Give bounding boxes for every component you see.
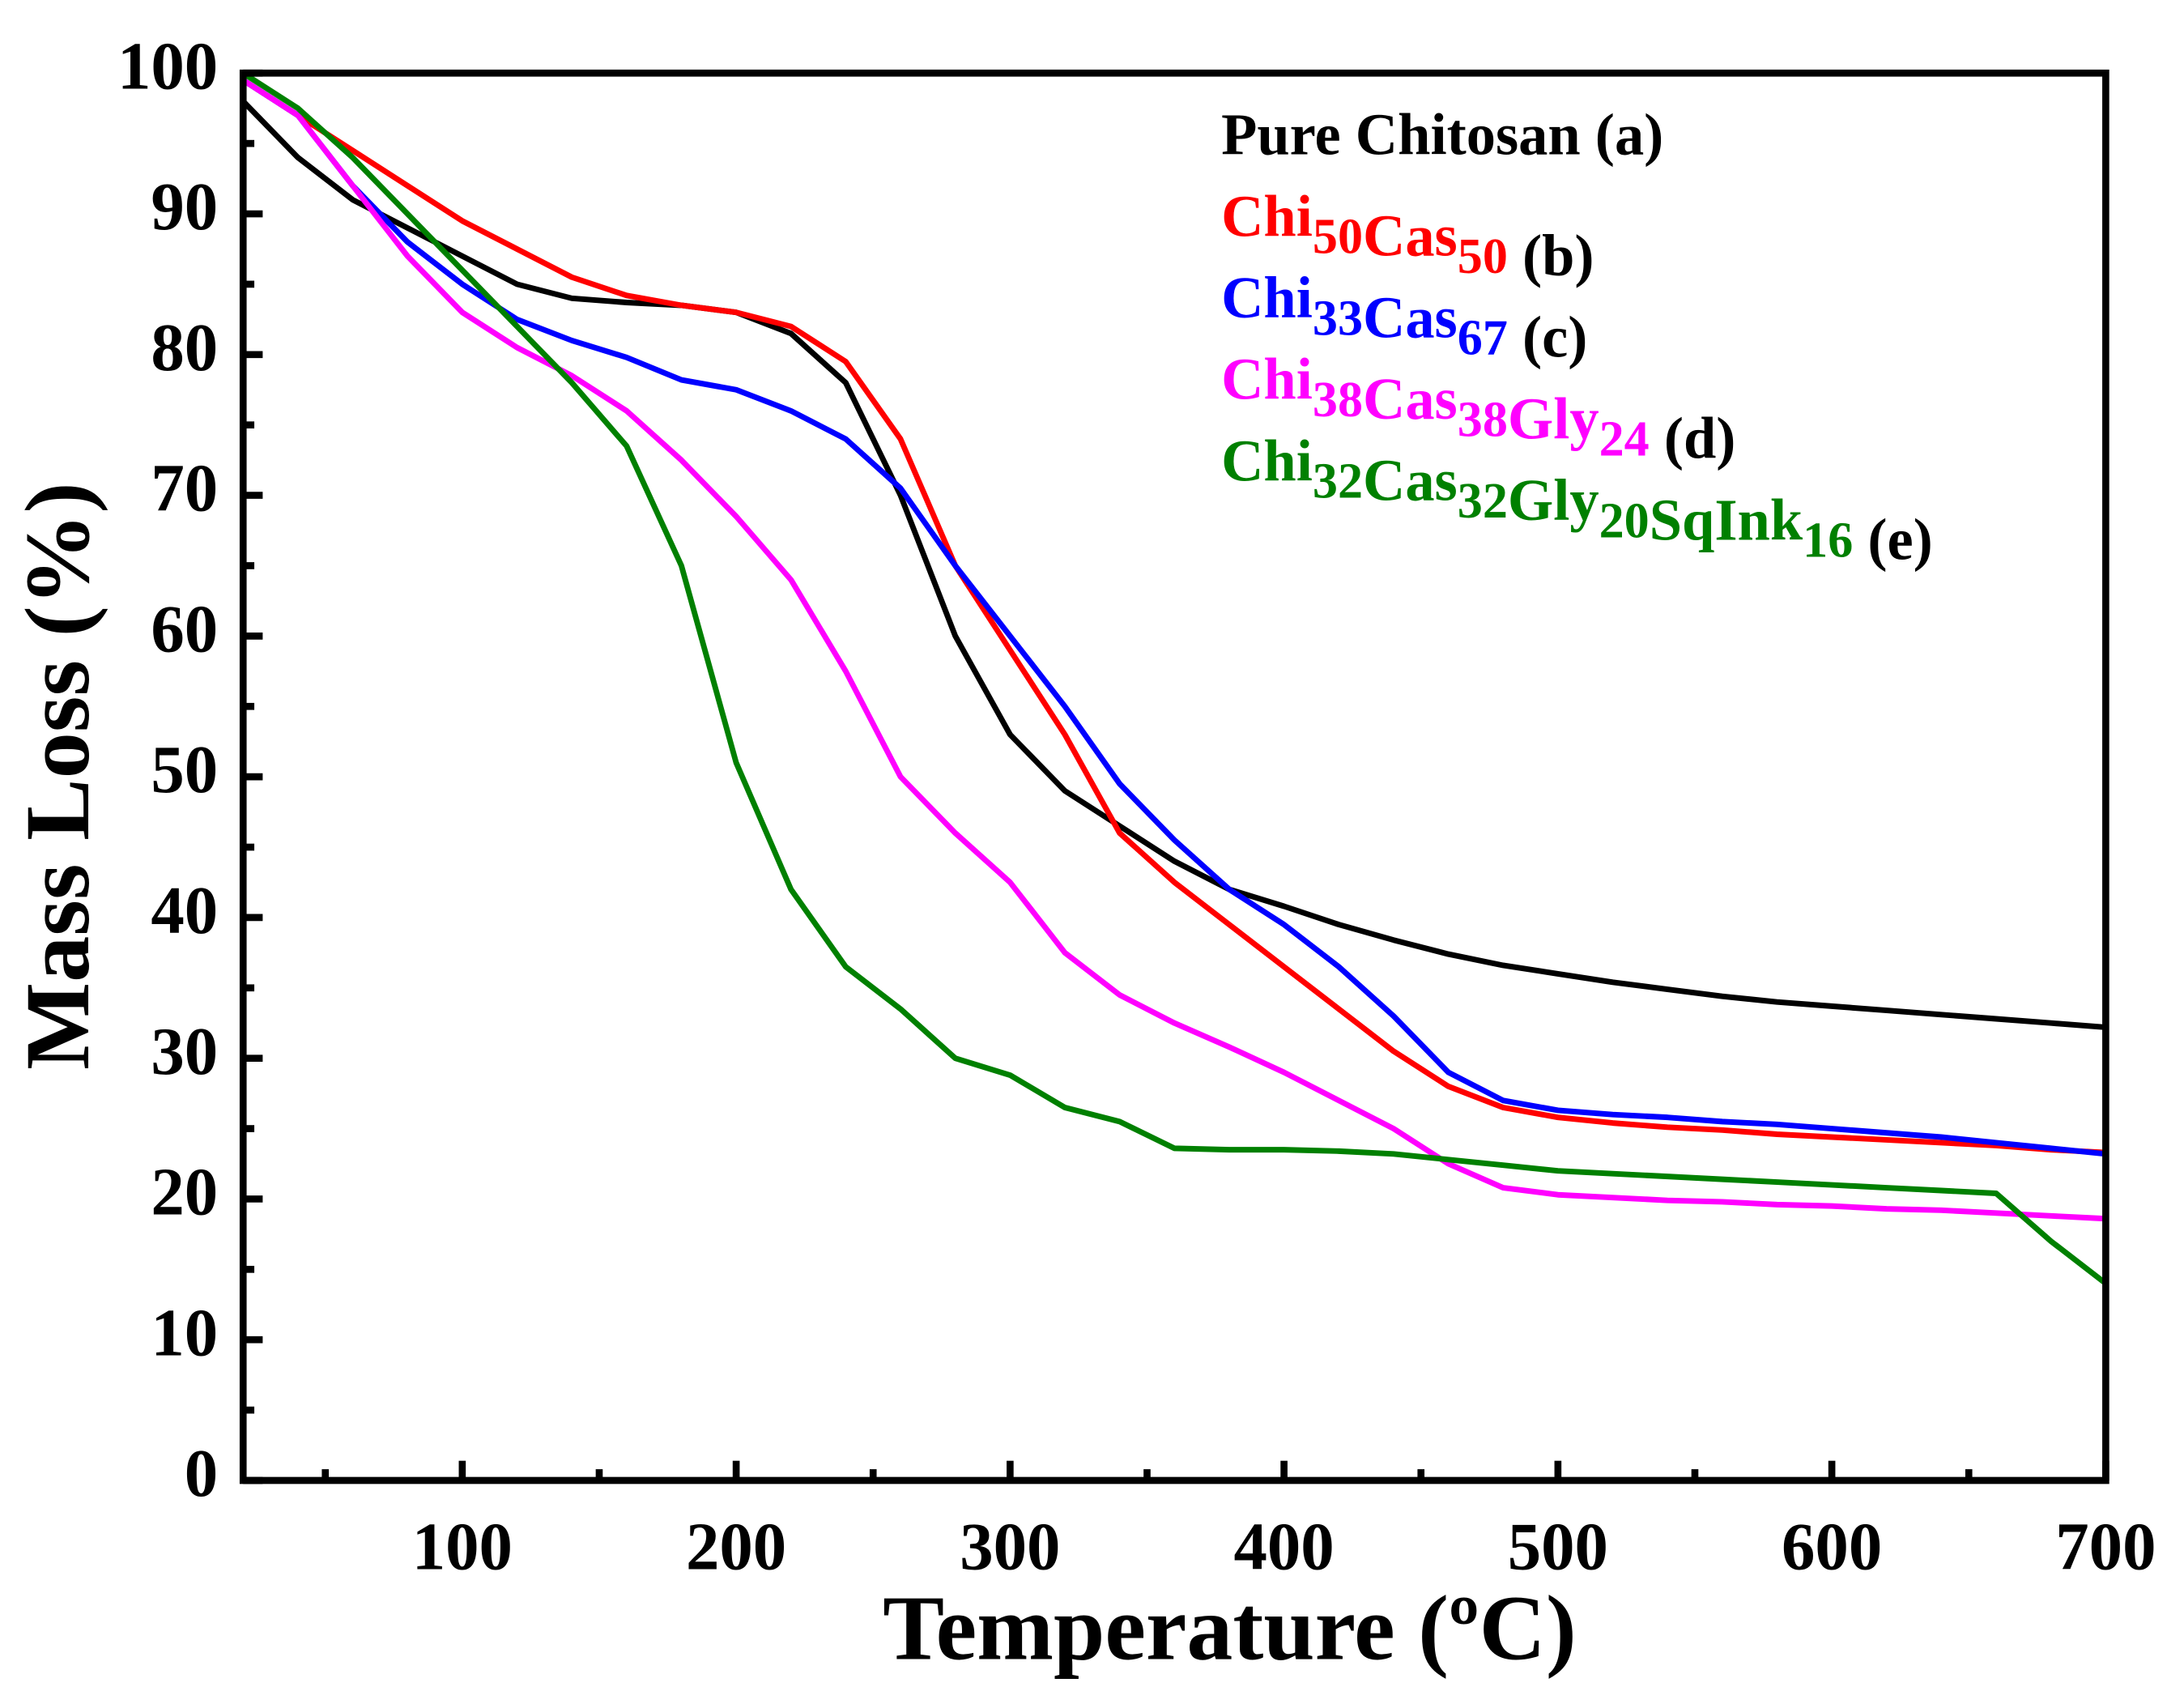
y-tick-label: 90 [151,169,218,244]
x-tick-label: 500 [1508,1509,1608,1583]
x-tick-label: 600 [1782,1509,1882,1583]
x-axis-label: Temperature (ºC) [883,1576,1577,1679]
legend-entry: Chi50Cas50 (b) [1221,183,1594,288]
y-tick-label: 30 [151,1014,218,1088]
x-tick-label: 700 [2055,1509,2156,1583]
x-tick-label: 100 [412,1509,513,1583]
data-line [241,70,2108,1286]
y-tick-label: 20 [151,1154,218,1229]
legend-entry: Chi32Cas32Gly20SqInk16 (e) [1221,428,1933,572]
y-axis-label: Mass Loss (%) [6,482,109,1070]
data-line [241,78,2106,1156]
y-tick-label: 40 [151,873,218,948]
legend-entry: Chi38Cas38Gly24 (d) [1221,346,1735,471]
x-tick-label: 300 [960,1509,1060,1583]
y-tick-label: 10 [151,1295,218,1370]
data-line [241,78,2106,1157]
data-line [241,99,2106,1030]
y-tick-label: 80 [151,310,218,385]
x-tick-label: 200 [686,1509,786,1583]
x-tick-label: 400 [1233,1509,1334,1583]
legend-entry: Pure Chitosan (a) [1221,101,1663,167]
y-tick-label: 70 [151,450,218,525]
y-tick-label: 60 [151,591,218,666]
y-tick-label: 0 [185,1436,218,1510]
y-tick-label: 50 [151,732,218,807]
legend-entry: Chi33Cas67 (c) [1221,265,1587,370]
y-tick-label: 100 [117,28,218,103]
